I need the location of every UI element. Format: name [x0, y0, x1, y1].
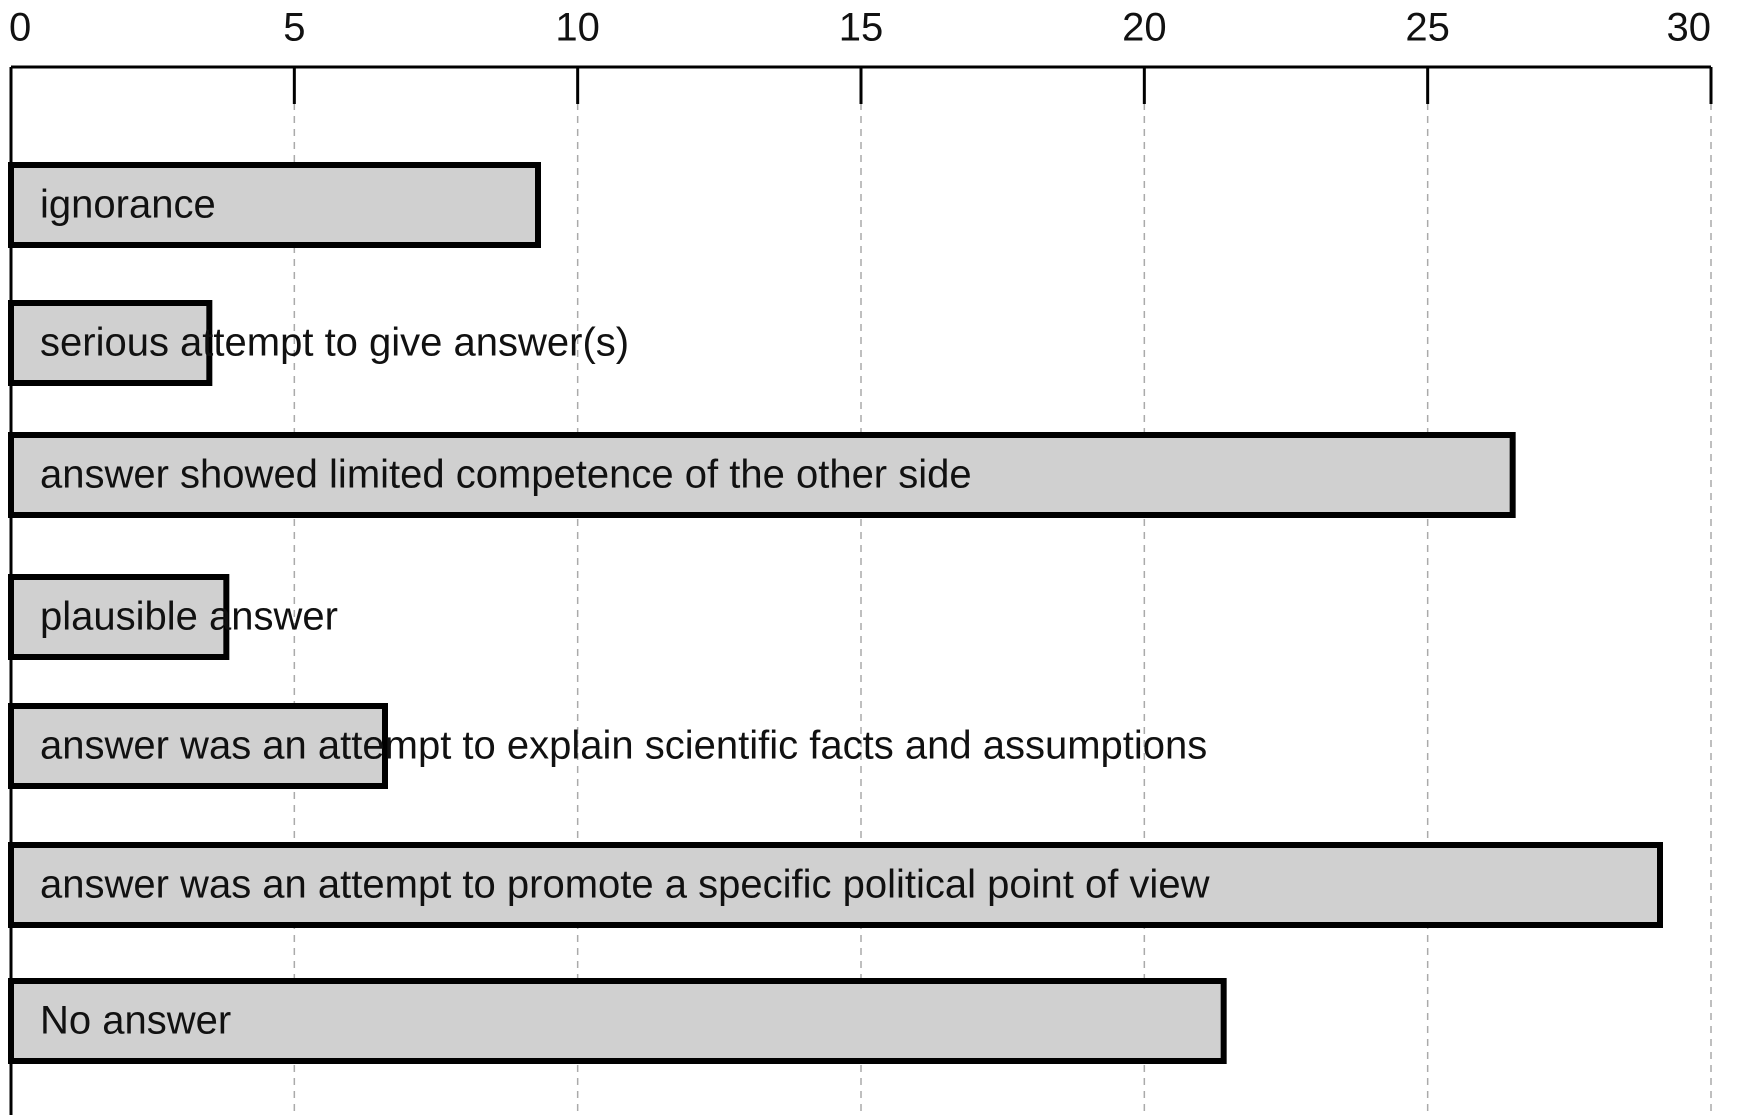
bar-label: plausible answer [40, 595, 338, 639]
x-tick-label: 5 [283, 6, 305, 50]
bar-label: serious attempt to give answer(s) [40, 321, 629, 365]
bar-label: answer was an attempt to promote a speci… [40, 863, 1210, 907]
bar-label: answer showed limited competence of the … [40, 453, 972, 497]
bar-label: answer was an attempt to explain scienti… [40, 724, 1207, 768]
bar [8, 162, 541, 248]
bar [8, 574, 230, 660]
bar [8, 300, 213, 386]
bar [8, 842, 1663, 928]
x-tick-label: 15 [839, 6, 884, 50]
bar-label: No answer [40, 999, 231, 1043]
x-tick-label: 25 [1405, 6, 1450, 50]
x-tick-label: 0 [9, 6, 31, 50]
x-tick-label: 30 [1667, 6, 1712, 50]
bar [8, 703, 388, 789]
x-tick-label: 10 [555, 6, 600, 50]
bar [8, 432, 1516, 518]
x-tick-label: 20 [1122, 6, 1167, 50]
bar [8, 978, 1227, 1064]
bar-label: ignorance [40, 183, 216, 227]
